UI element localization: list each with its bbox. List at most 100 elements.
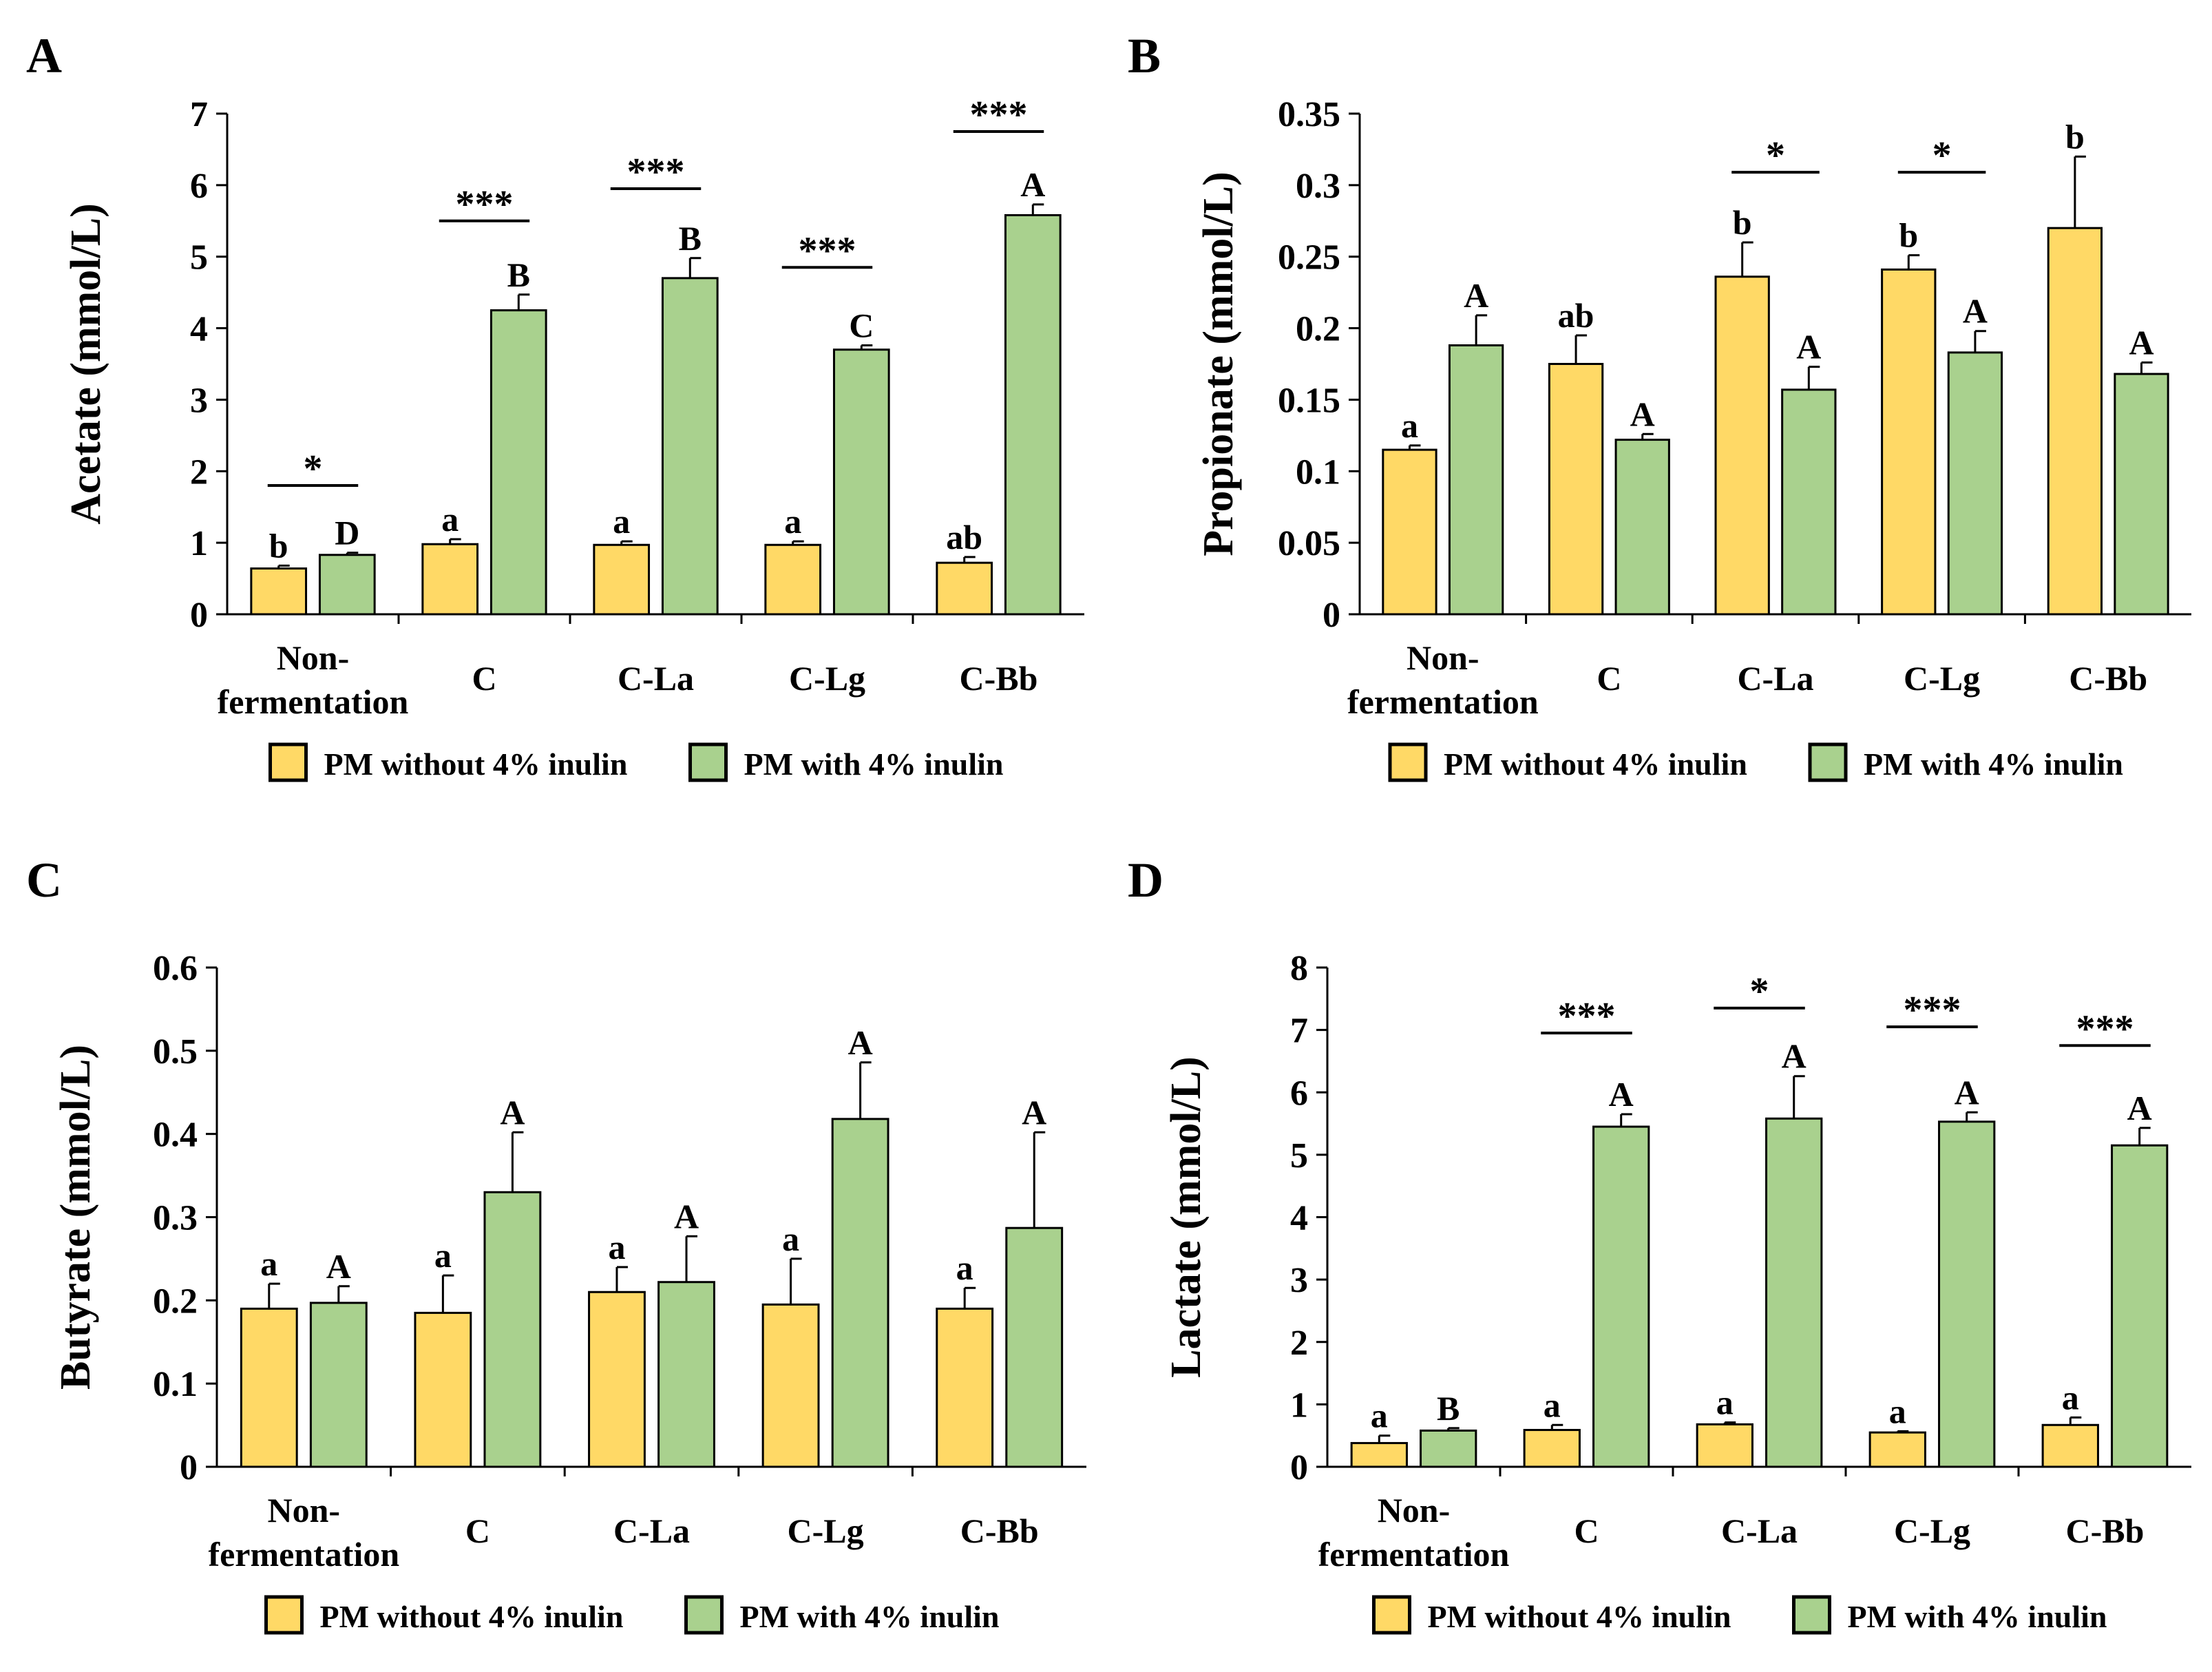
- bar-with-inulin: [2111, 1144, 2169, 1468]
- x-tick-label: C-Bb: [960, 1512, 1039, 1550]
- bar-with-inulin: [661, 277, 719, 616]
- significance-letter: A: [326, 1247, 351, 1286]
- x-tick-label: Non-: [277, 638, 350, 677]
- y-tick-label: 0.05: [1278, 524, 1340, 563]
- bar-with-inulin: [832, 348, 890, 616]
- significance-letter: a: [782, 1220, 799, 1258]
- significance-letter: a: [434, 1236, 452, 1275]
- bar-without-inulin: [1696, 1423, 1753, 1468]
- panel-a: A 0 1 2 3 4 5 6 7 Acetate (mmol/L) b D * Non-fermenta…: [26, 28, 1084, 782]
- panel-letter: B: [1128, 28, 1161, 83]
- bar-with-inulin: [1947, 351, 2003, 616]
- bar-with-inulin: [1004, 213, 1062, 616]
- significance-letter: B: [1437, 1389, 1460, 1428]
- significance-letter: a: [608, 1228, 625, 1266]
- y-tick-label: 0: [1323, 596, 1340, 635]
- y-tick-label: 0.25: [1278, 238, 1340, 278]
- bar-without-inulin: [240, 1307, 298, 1468]
- significance-letter: ab: [1558, 296, 1594, 335]
- y-tick-label: 0.2: [1296, 310, 1340, 349]
- x-tick-label: Non-: [1407, 638, 1479, 677]
- significance-letter: b: [269, 526, 288, 565]
- bar-without-inulin: [2047, 227, 2103, 616]
- significance-letter: a: [1401, 406, 1418, 445]
- significance-letter: a: [784, 502, 801, 541]
- legend-swatch-with: [1808, 742, 1848, 782]
- y-tick-label: 7: [190, 95, 208, 134]
- panel-c: C 0 0.1 0.2 0.3 0.4 0.5 0.6 Butyrate (mmol/L) a A N…: [26, 853, 1086, 1635]
- x-tick-label: C-La: [618, 659, 694, 698]
- significance-stars: ***: [2076, 1007, 2134, 1050]
- significance-letter: A: [500, 1093, 525, 1131]
- panel-letter: A: [26, 28, 62, 83]
- y-tick-label: 2: [190, 452, 208, 492]
- y-tick-label: 3: [190, 381, 208, 420]
- significance-letter: b: [2065, 117, 2085, 156]
- x-tick-label: C: [472, 659, 496, 698]
- x-tick-label: C-Lg: [789, 659, 865, 698]
- y-tick-label: 0.35: [1278, 95, 1340, 134]
- x-tick-label: C-Lg: [1904, 659, 1980, 698]
- significance-letter: a: [1544, 1386, 1561, 1424]
- bar-without-inulin: [1382, 448, 1437, 616]
- y-tick-label: 0.4: [153, 1116, 198, 1155]
- bar-with-inulin: [1592, 1125, 1650, 1468]
- legend-swatch-with: [1792, 1595, 1831, 1635]
- significance-letter: A: [2129, 323, 2153, 362]
- y-tick-label: 1: [190, 524, 208, 563]
- y-tick-label: 0: [190, 596, 208, 635]
- bar-with-inulin: [2114, 373, 2169, 616]
- bar-with-inulin: [489, 309, 547, 616]
- bar-with-inulin: [1614, 439, 1670, 616]
- significance-letter: A: [848, 1023, 873, 1062]
- significance-letter: A: [1955, 1073, 1979, 1111]
- x-tick-label: fermentation: [1318, 1535, 1510, 1574]
- significance-stars: ***: [1558, 995, 1616, 1038]
- panel-b: B 0 0.05 0.1 0.15 0.2 0.25 0.3 0.35 Propionate (m…: [1128, 28, 2191, 782]
- legend-label-with: PM with 4% inulin: [1864, 746, 2123, 782]
- significance-letter: A: [1782, 1037, 1807, 1076]
- legend-label-without: PM without 4% inulin: [320, 1599, 624, 1634]
- bar-without-inulin: [1523, 1429, 1581, 1468]
- significance-letter: A: [1020, 165, 1045, 204]
- y-axis-label: Lactate (mmol/L): [1163, 1056, 1210, 1378]
- significance-letter: B: [507, 255, 530, 294]
- y-tick-label: 0: [1290, 1448, 1308, 1487]
- significance-letter: C: [849, 306, 874, 344]
- bar-without-inulin: [250, 567, 308, 616]
- significance-letter: a: [1371, 1397, 1388, 1435]
- significance-letter: A: [1630, 395, 1655, 433]
- bar-with-inulin: [1938, 1120, 1996, 1468]
- x-tick-label: Non-: [1378, 1491, 1451, 1529]
- significance-stars: ***: [1904, 989, 1961, 1032]
- bar-without-inulin: [761, 1303, 820, 1468]
- y-tick-label: 0: [180, 1448, 198, 1487]
- legend-label-with: PM with 4% inulin: [740, 1599, 1000, 1634]
- significance-letter: a: [441, 500, 459, 539]
- legend-label-without: PM without 4% inulin: [324, 746, 628, 782]
- y-tick-label: 3: [1290, 1261, 1308, 1300]
- y-tick-label: 4: [190, 310, 208, 349]
- x-tick-label: C: [1597, 659, 1621, 698]
- legend-label-without: PM without 4% inulin: [1428, 1599, 1731, 1634]
- significance-letter: a: [2062, 1378, 2079, 1417]
- legend-label-without: PM without 4% inulin: [1444, 746, 1747, 782]
- bar-with-inulin: [1420, 1429, 1477, 1468]
- significance-letter: a: [613, 502, 630, 541]
- y-tick-label: 5: [1290, 1136, 1308, 1175]
- significance-letter: a: [1716, 1383, 1734, 1422]
- significance-stars: ***: [799, 229, 856, 272]
- legend-swatch-without: [264, 1595, 304, 1635]
- significance-letter: a: [956, 1248, 973, 1287]
- bar-without-inulin: [1548, 363, 1604, 616]
- y-tick-label: 6: [190, 167, 208, 206]
- x-tick-label: C-La: [1721, 1512, 1798, 1550]
- significance-letter: a: [260, 1244, 277, 1283]
- bar-without-inulin: [1881, 268, 1937, 616]
- bar-without-inulin: [414, 1311, 472, 1468]
- bar-with-inulin: [318, 554, 376, 616]
- bar-with-inulin: [1005, 1226, 1064, 1468]
- y-axis-label: Propionate (mmol/L): [1195, 171, 1242, 556]
- legend-swatch-with: [684, 1595, 724, 1635]
- y-axis-label: Acetate (mmol/L): [63, 203, 109, 525]
